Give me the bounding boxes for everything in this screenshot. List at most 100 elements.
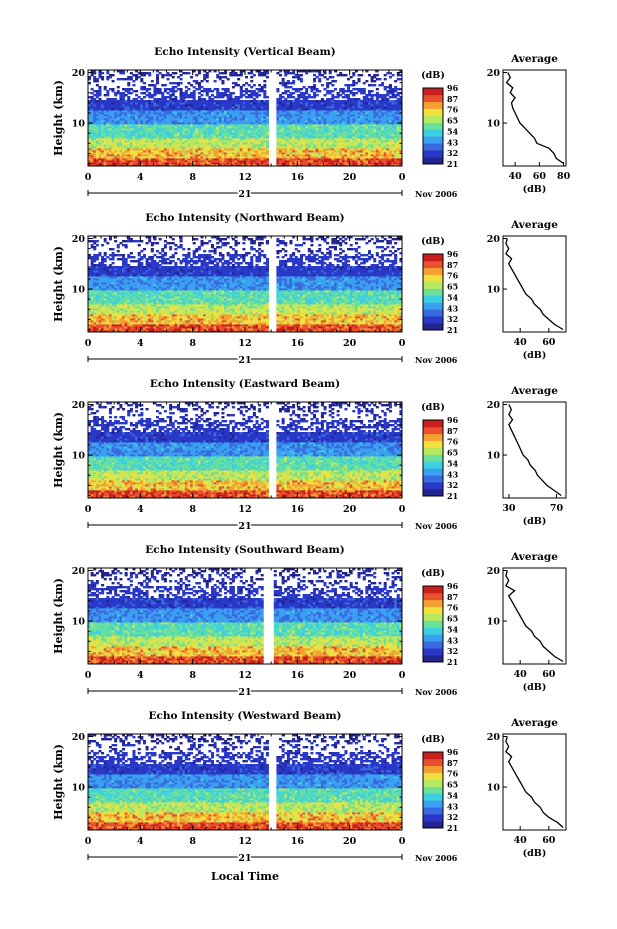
x-tick-label: 0 bbox=[399, 172, 406, 183]
x-tick-label: 8 bbox=[189, 504, 196, 515]
colorbar-swatch bbox=[423, 592, 443, 601]
colorbar-tick-label: 87 bbox=[447, 758, 458, 768]
colorbar-swatch bbox=[423, 309, 443, 317]
panel-title: Echo Intensity (Vertical Beam) bbox=[154, 46, 335, 58]
heatmap-cells bbox=[88, 70, 403, 167]
x-tick-label: 8 bbox=[189, 338, 196, 349]
colorbar-swatch bbox=[423, 461, 443, 469]
y-tick-label: 20 bbox=[72, 566, 86, 577]
colorbar-swatch bbox=[423, 586, 443, 594]
colorbar-tick-label: 43 bbox=[447, 137, 459, 147]
panel-1: Echo Intensity (Vertical Beam) 0 4 8 12 16 20 0… bbox=[52, 46, 571, 202]
profile-title: Average bbox=[510, 219, 558, 231]
profile-line bbox=[505, 570, 564, 663]
y-axis-label: Height (km) bbox=[52, 246, 65, 322]
colorbar-tick-label: 54 bbox=[447, 292, 459, 302]
colorbar-swatch bbox=[423, 426, 443, 435]
y-axis-label: Height (km) bbox=[52, 80, 65, 156]
colorbar-tick-label: 87 bbox=[447, 426, 458, 436]
colorbar-tick-label: 96 bbox=[447, 249, 459, 259]
colorbar-swatch bbox=[423, 88, 443, 96]
profile-line bbox=[508, 404, 562, 497]
x-tick-label: 12 bbox=[238, 338, 251, 349]
date-label: Nov 2006 bbox=[415, 355, 458, 365]
colorbar-swatch bbox=[423, 94, 443, 103]
colorbar-swatch bbox=[423, 447, 443, 455]
colorbar-swatch bbox=[423, 468, 443, 476]
colorbar-swatch bbox=[423, 620, 443, 628]
y-tick-label: 20 bbox=[72, 234, 86, 245]
colorbar-tick-label: 87 bbox=[447, 260, 458, 270]
colorbar-frame bbox=[422, 585, 444, 663]
x-tick-label: 20 bbox=[343, 172, 357, 183]
x-tick-label: 4 bbox=[137, 670, 144, 681]
colorbar-tick-label: 32 bbox=[447, 812, 458, 822]
profile-line bbox=[505, 238, 564, 331]
panel-title: Echo Intensity (Northward Beam) bbox=[145, 212, 344, 224]
y-tick-label: 10 bbox=[72, 783, 86, 794]
colorbar-tick-label: 32 bbox=[447, 480, 458, 490]
colorbar-swatch bbox=[423, 302, 443, 310]
x-tick-label: 12 bbox=[238, 670, 251, 681]
colorbar-frame bbox=[422, 87, 444, 165]
colorbar-swatch bbox=[423, 260, 443, 269]
panel-3: Echo Intensity (Eastward Beam) 0 4 8 12 16 20 0… bbox=[52, 378, 567, 534]
colorbar-swatch bbox=[423, 150, 443, 158]
colorbar-tick-label: 32 bbox=[447, 148, 458, 158]
colorbar-tick-label: 96 bbox=[447, 415, 459, 425]
colorbar-tick-label: 65 bbox=[447, 116, 458, 126]
x-tick-label: 0 bbox=[85, 172, 92, 183]
date-day: 21 bbox=[238, 189, 251, 200]
colorbar-swatch bbox=[423, 613, 443, 621]
colorbar-tick-label: 54 bbox=[447, 458, 459, 468]
colorbar-tick-label: 54 bbox=[447, 126, 459, 136]
profile-x-tick-label: 40 bbox=[514, 337, 528, 348]
profile-frame bbox=[502, 733, 567, 831]
colorbar-swatch bbox=[423, 807, 443, 815]
panel-title: Echo Intensity (Westward Beam) bbox=[148, 710, 341, 722]
colorbar-swatch bbox=[423, 288, 443, 296]
y-tick-label: 20 bbox=[72, 400, 86, 411]
colorbar-swatch bbox=[423, 648, 443, 656]
profile-x-tick-label: 60 bbox=[542, 669, 556, 680]
colorbar-swatch bbox=[423, 115, 443, 123]
date-day: 21 bbox=[238, 521, 251, 532]
colorbar-swatch bbox=[423, 157, 443, 165]
colorbar-tick-label: 43 bbox=[447, 469, 459, 479]
colorbar-tick-label: 21 bbox=[447, 325, 458, 335]
x-tick-label: 12 bbox=[238, 504, 251, 515]
y-axis-label: Height (km) bbox=[52, 412, 65, 488]
date-label: Nov 2006 bbox=[415, 687, 458, 697]
profile-frame bbox=[502, 235, 567, 333]
x-tick-label: 0 bbox=[399, 504, 406, 515]
colorbar-tick-label: 96 bbox=[447, 83, 459, 93]
colorbar-frame bbox=[422, 253, 444, 331]
profile-title: Average bbox=[510, 717, 558, 729]
profile-line bbox=[505, 736, 564, 828]
colorbar-swatch bbox=[423, 267, 443, 276]
colorbar-swatch bbox=[423, 475, 443, 483]
x-tick-label: 16 bbox=[291, 670, 305, 681]
profile-x-label: (dB) bbox=[523, 848, 547, 859]
profile-x-tick-label: 70 bbox=[550, 503, 564, 514]
profile-x-tick-label: 40 bbox=[514, 835, 528, 846]
heatmap-cells bbox=[88, 236, 403, 333]
panel-title: Echo Intensity (Southward Beam) bbox=[145, 544, 344, 556]
x-tick-label: 4 bbox=[137, 504, 144, 515]
colorbar-swatch bbox=[423, 821, 443, 829]
colorbar-tick-label: 21 bbox=[447, 159, 458, 169]
panel-5: Echo Intensity (Westward Beam) 0 4 8 12 16 20 0… bbox=[52, 710, 567, 866]
colorbar-swatch bbox=[423, 254, 443, 262]
x-tick-label: 12 bbox=[238, 836, 251, 847]
x-tick-label: 20 bbox=[343, 338, 357, 349]
profile-y-tick-label: 20 bbox=[487, 234, 501, 245]
colorbar-swatch bbox=[423, 316, 443, 324]
colorbar-tick-label: 65 bbox=[447, 448, 458, 458]
profile-y-tick-label: 20 bbox=[487, 68, 501, 79]
x-tick-label: 16 bbox=[291, 504, 305, 515]
colorbar-swatch bbox=[423, 772, 443, 780]
colorbar-tick-label: 21 bbox=[447, 823, 458, 833]
colorbar-swatch bbox=[423, 758, 443, 767]
profile-x-tick-label: 60 bbox=[542, 337, 556, 348]
colorbar-tick-label: 54 bbox=[447, 790, 459, 800]
